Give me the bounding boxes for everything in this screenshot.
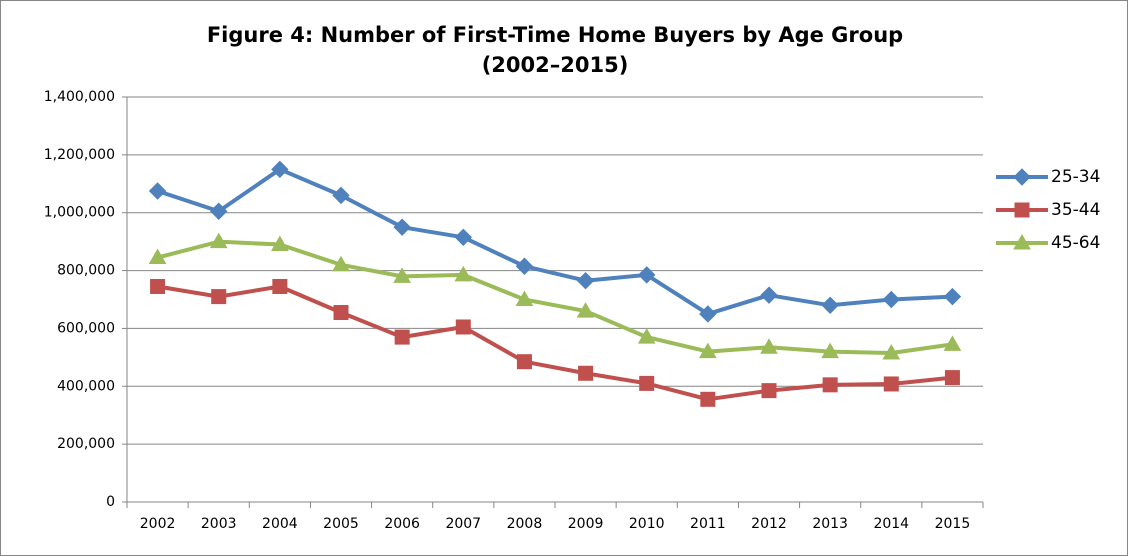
marker bbox=[332, 186, 350, 205]
marker bbox=[761, 383, 777, 399]
x-tick-label: 2015 bbox=[935, 516, 971, 532]
x-tick-label: 2008 bbox=[507, 516, 543, 532]
x-tick-label: 2003 bbox=[201, 516, 237, 532]
x-tick-label: 2009 bbox=[568, 516, 604, 532]
marker bbox=[760, 338, 778, 354]
marker bbox=[637, 328, 656, 344]
marker bbox=[393, 267, 412, 283]
marker bbox=[272, 278, 288, 294]
x-tick-label: 2010 bbox=[629, 516, 665, 532]
chart-title: Figure 4: Number of First-Time Home Buye… bbox=[207, 23, 903, 47]
marker bbox=[882, 290, 900, 309]
marker bbox=[943, 335, 962, 351]
marker bbox=[393, 218, 411, 236]
chart-title: (2002–2015) bbox=[482, 53, 629, 77]
x-tick-label: 2013 bbox=[812, 516, 848, 532]
marker bbox=[454, 265, 473, 282]
x-tick-label: 2002 bbox=[140, 516, 176, 532]
legend-label: 45-64 bbox=[1051, 233, 1100, 253]
marker bbox=[148, 248, 167, 265]
y-tick-label: 1,000,000 bbox=[44, 205, 115, 221]
marker bbox=[822, 377, 838, 393]
marker bbox=[515, 257, 534, 275]
marker bbox=[271, 160, 289, 179]
marker bbox=[211, 289, 227, 305]
marker bbox=[576, 302, 595, 318]
marker bbox=[944, 370, 960, 386]
marker bbox=[578, 365, 594, 381]
legend-marker bbox=[1013, 168, 1031, 186]
marker bbox=[516, 354, 532, 370]
y-tick-label: 200,000 bbox=[57, 436, 115, 452]
marker bbox=[150, 278, 166, 294]
marker bbox=[760, 286, 778, 304]
marker bbox=[455, 319, 471, 335]
x-tick-label: 2007 bbox=[445, 516, 481, 532]
marker bbox=[515, 290, 534, 306]
marker bbox=[699, 305, 717, 323]
x-tick-label: 2012 bbox=[751, 516, 787, 532]
marker bbox=[270, 235, 289, 252]
y-tick-label: 1,400,000 bbox=[44, 89, 115, 105]
marker bbox=[821, 296, 839, 314]
marker bbox=[882, 344, 901, 360]
marker bbox=[454, 228, 472, 247]
marker bbox=[698, 342, 717, 359]
series-line bbox=[157, 239, 953, 356]
y-tick-label: 600,000 bbox=[57, 320, 115, 336]
marker bbox=[821, 342, 840, 359]
marker bbox=[576, 271, 595, 290]
y-tick-label: 0 bbox=[106, 494, 115, 510]
marker bbox=[883, 376, 899, 392]
y-tick-label: 1,200,000 bbox=[44, 147, 115, 163]
marker bbox=[333, 305, 349, 321]
marker bbox=[943, 287, 962, 306]
x-tick-label: 2011 bbox=[690, 516, 726, 532]
x-tick-label: 2004 bbox=[262, 516, 298, 532]
x-tick-label: 2005 bbox=[323, 516, 359, 532]
marker bbox=[148, 182, 167, 200]
marker bbox=[639, 375, 655, 391]
y-tick-label: 400,000 bbox=[57, 378, 115, 394]
y-tick-label: 800,000 bbox=[57, 263, 115, 279]
x-tick-label: 2014 bbox=[873, 516, 909, 532]
series-line bbox=[156, 167, 953, 316]
legend-marker bbox=[1013, 233, 1031, 250]
marker bbox=[700, 391, 716, 407]
legend-label: 25-34 bbox=[1051, 167, 1100, 187]
marker bbox=[332, 255, 350, 272]
marker bbox=[638, 266, 656, 284]
marker bbox=[209, 232, 228, 249]
marker bbox=[394, 329, 410, 345]
series-line bbox=[157, 284, 953, 402]
x-tick-label: 2006 bbox=[384, 516, 420, 532]
marker bbox=[210, 202, 228, 220]
legend-marker bbox=[1014, 202, 1030, 218]
legend-label: 35-44 bbox=[1051, 200, 1100, 220]
